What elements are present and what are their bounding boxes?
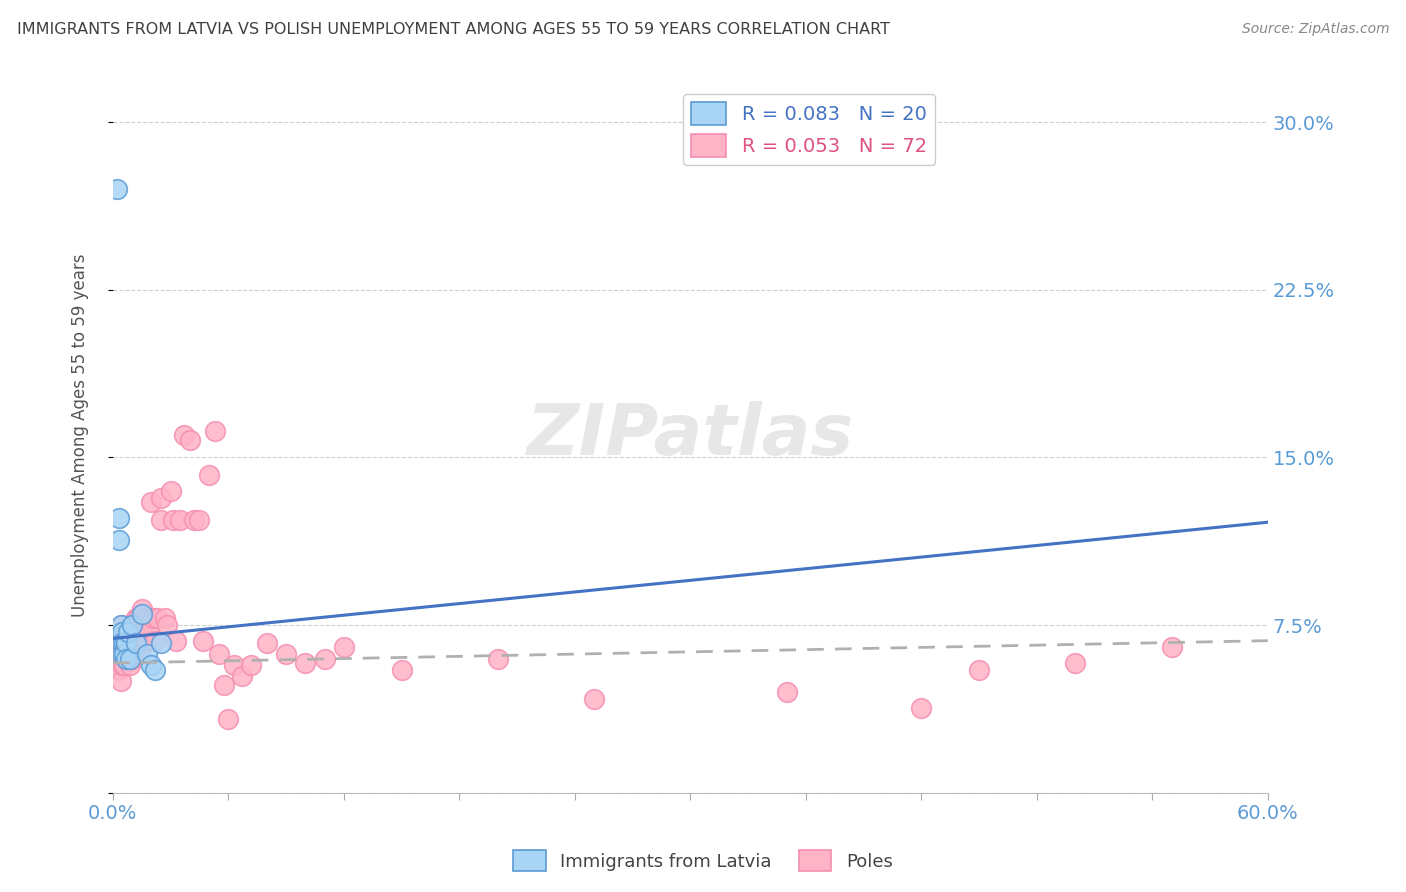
Point xyxy=(142,611,165,625)
Point xyxy=(173,428,195,442)
Point xyxy=(159,483,181,498)
Point xyxy=(117,651,139,665)
Point xyxy=(110,673,132,688)
Point xyxy=(136,647,159,661)
Point xyxy=(294,656,316,670)
Point xyxy=(136,611,159,625)
Point xyxy=(111,636,134,650)
Point xyxy=(105,651,128,665)
Point xyxy=(583,691,606,706)
Point xyxy=(149,513,172,527)
Point xyxy=(127,640,149,655)
Point xyxy=(274,647,297,661)
Point xyxy=(111,647,134,661)
Y-axis label: Unemployment Among Ages 55 to 59 years: Unemployment Among Ages 55 to 59 years xyxy=(72,253,89,616)
Point xyxy=(112,658,135,673)
Point xyxy=(104,636,127,650)
Point xyxy=(107,510,129,524)
Text: IMMIGRANTS FROM LATVIA VS POLISH UNEMPLOYMENT AMONG AGES 55 TO 59 YEARS CORRELAT: IMMIGRANTS FROM LATVIA VS POLISH UNEMPLO… xyxy=(17,22,890,37)
Point xyxy=(105,182,128,196)
Text: ZIPatlas: ZIPatlas xyxy=(527,401,853,469)
Point xyxy=(224,658,246,673)
Point xyxy=(125,611,148,625)
Point xyxy=(1160,640,1182,655)
Point xyxy=(121,618,143,632)
Point xyxy=(107,636,129,650)
Point xyxy=(110,618,132,632)
Point xyxy=(112,647,135,661)
Point xyxy=(1064,656,1087,670)
Point xyxy=(149,636,172,650)
Point xyxy=(117,624,139,639)
Point xyxy=(967,663,990,677)
Point xyxy=(121,618,143,632)
Point xyxy=(112,640,135,655)
Point xyxy=(122,640,145,655)
Point xyxy=(125,636,148,650)
Point xyxy=(188,513,211,527)
Point xyxy=(143,663,166,677)
Point xyxy=(115,624,138,639)
Point xyxy=(131,602,153,616)
Point xyxy=(115,636,138,650)
Point xyxy=(112,636,135,650)
Point xyxy=(179,433,201,447)
Point xyxy=(115,651,138,665)
Point xyxy=(143,633,166,648)
Legend: Immigrants from Latvia, Poles: Immigrants from Latvia, Poles xyxy=(506,843,900,879)
Point xyxy=(486,651,509,665)
Point xyxy=(775,685,797,699)
Point xyxy=(156,618,179,632)
Text: Source: ZipAtlas.com: Source: ZipAtlas.com xyxy=(1241,22,1389,37)
Point xyxy=(138,624,160,639)
Point xyxy=(117,624,139,639)
Point xyxy=(141,658,163,673)
Point xyxy=(169,513,191,527)
Point xyxy=(107,533,129,548)
Point xyxy=(217,712,239,726)
Point xyxy=(111,640,134,655)
Point xyxy=(105,624,128,639)
Point xyxy=(127,611,149,625)
Point xyxy=(208,647,231,661)
Point xyxy=(141,495,163,509)
Point xyxy=(131,624,153,639)
Point xyxy=(231,669,253,683)
Point xyxy=(333,640,356,655)
Point xyxy=(149,491,172,505)
Point xyxy=(132,611,155,625)
Point xyxy=(120,636,142,650)
Point xyxy=(110,651,132,665)
Point xyxy=(256,636,278,650)
Point xyxy=(104,651,127,665)
Point xyxy=(391,663,413,677)
Point xyxy=(107,651,129,665)
Point xyxy=(121,651,143,665)
Point xyxy=(120,658,142,673)
Legend: R = 0.083   N = 20, R = 0.053   N = 72: R = 0.083 N = 20, R = 0.053 N = 72 xyxy=(683,95,935,164)
Point xyxy=(135,633,157,648)
Point xyxy=(146,611,169,625)
Point xyxy=(115,651,138,665)
Point xyxy=(107,663,129,677)
Point xyxy=(183,513,205,527)
Point xyxy=(128,647,150,661)
Point xyxy=(111,624,134,639)
Point xyxy=(120,651,142,665)
Point xyxy=(165,633,187,648)
Point xyxy=(910,700,932,714)
Point xyxy=(214,678,236,692)
Point xyxy=(110,636,132,650)
Point xyxy=(193,633,215,648)
Point xyxy=(111,658,134,673)
Point xyxy=(240,658,263,673)
Point xyxy=(131,607,153,621)
Point xyxy=(153,611,176,625)
Point xyxy=(111,618,134,632)
Point xyxy=(162,513,184,527)
Point xyxy=(198,468,221,483)
Point xyxy=(314,651,336,665)
Point xyxy=(204,424,226,438)
